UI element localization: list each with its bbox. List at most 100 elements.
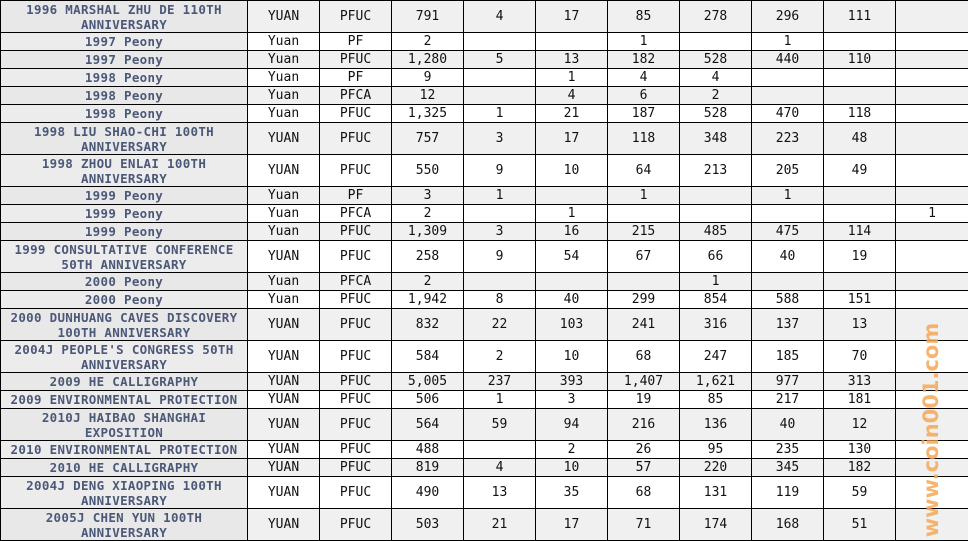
count-cell: 185	[752, 341, 824, 373]
count-cell: 296	[752, 1, 824, 33]
count-cell	[896, 87, 968, 105]
count-cell	[896, 309, 968, 341]
count-cell: 151	[824, 291, 896, 309]
count-cell: 345	[752, 459, 824, 477]
count-cell	[824, 69, 896, 87]
count-cell: 10	[536, 341, 608, 373]
count-cell	[896, 409, 968, 441]
count-cell: 4	[536, 87, 608, 105]
count-cell: 217	[752, 391, 824, 409]
count-cell: 168	[752, 509, 824, 541]
count-cell: 40	[752, 241, 824, 273]
count-cell: 70	[824, 341, 896, 373]
count-cell: 136	[680, 409, 752, 441]
count-cell	[896, 509, 968, 541]
count-cell	[896, 1, 968, 33]
count-cell	[824, 187, 896, 205]
count-cell: 1	[464, 391, 536, 409]
grade-cell: PFUC	[320, 241, 392, 273]
total-cell: 1,280	[392, 51, 464, 69]
count-cell: 223	[752, 123, 824, 155]
count-cell	[896, 33, 968, 51]
unit-cell: YUAN	[248, 1, 320, 33]
count-cell: 17	[536, 509, 608, 541]
total-cell: 3	[392, 187, 464, 205]
count-cell: 130	[824, 441, 896, 459]
count-cell: 64	[608, 155, 680, 187]
count-cell	[896, 477, 968, 509]
coin-name-cell: 2009 HE CALLIGRAPHY	[1, 373, 248, 391]
count-cell: 40	[536, 291, 608, 309]
count-cell	[896, 69, 968, 87]
coin-name-cell: 2010 ENVIRONMENTAL PROTECTION	[1, 441, 248, 459]
count-cell: 182	[608, 51, 680, 69]
count-cell	[896, 273, 968, 291]
count-cell: 440	[752, 51, 824, 69]
count-cell: 4	[680, 69, 752, 87]
grade-cell: PFUC	[320, 441, 392, 459]
total-cell: 2	[392, 33, 464, 51]
count-cell: 13	[824, 309, 896, 341]
count-cell: 1	[464, 105, 536, 123]
count-cell: 4	[464, 459, 536, 477]
coin-name-cell: 1998 Peony	[1, 87, 248, 105]
count-cell: 2	[680, 87, 752, 105]
coin-name-cell: 1998 Peony	[1, 69, 248, 87]
count-cell: 103	[536, 309, 608, 341]
count-cell: 213	[680, 155, 752, 187]
count-cell: 528	[680, 51, 752, 69]
coin-name-cell: 1999 Peony	[1, 187, 248, 205]
count-cell: 94	[536, 409, 608, 441]
unit-cell: YUAN	[248, 509, 320, 541]
count-cell	[896, 51, 968, 69]
total-cell: 503	[392, 509, 464, 541]
total-cell: 12	[392, 87, 464, 105]
count-cell: 278	[680, 1, 752, 33]
count-cell: 10	[536, 155, 608, 187]
count-cell: 528	[680, 105, 752, 123]
count-cell: 66	[680, 241, 752, 273]
unit-cell: YUAN	[248, 441, 320, 459]
count-cell: 187	[608, 105, 680, 123]
unit-cell: YUAN	[248, 459, 320, 477]
count-cell	[824, 205, 896, 223]
count-cell: 235	[752, 441, 824, 459]
total-cell: 1,942	[392, 291, 464, 309]
count-cell: 854	[680, 291, 752, 309]
count-cell: 182	[824, 459, 896, 477]
unit-cell: YUAN	[248, 309, 320, 341]
unit-cell: YUAN	[248, 341, 320, 373]
count-cell: 1,621	[680, 373, 752, 391]
grade-cell: PFUC	[320, 477, 392, 509]
coin-name-cell: 2000 Peony	[1, 273, 248, 291]
count-cell: 19	[824, 241, 896, 273]
count-cell: 85	[608, 1, 680, 33]
count-cell	[752, 69, 824, 87]
grade-cell: PFCA	[320, 87, 392, 105]
unit-cell: YUAN	[248, 241, 320, 273]
total-cell: 2	[392, 273, 464, 291]
total-cell: 791	[392, 1, 464, 33]
count-cell: 8	[464, 291, 536, 309]
count-cell: 111	[824, 1, 896, 33]
coin-name-cell: 1999 Peony	[1, 223, 248, 241]
count-cell: 1	[536, 69, 608, 87]
total-cell: 757	[392, 123, 464, 155]
count-cell: 10	[536, 459, 608, 477]
count-cell: 12	[824, 409, 896, 441]
count-cell: 3	[464, 223, 536, 241]
count-cell	[464, 69, 536, 87]
grade-cell: PFUC	[320, 155, 392, 187]
grade-cell: PFUC	[320, 373, 392, 391]
total-cell: 9	[392, 69, 464, 87]
